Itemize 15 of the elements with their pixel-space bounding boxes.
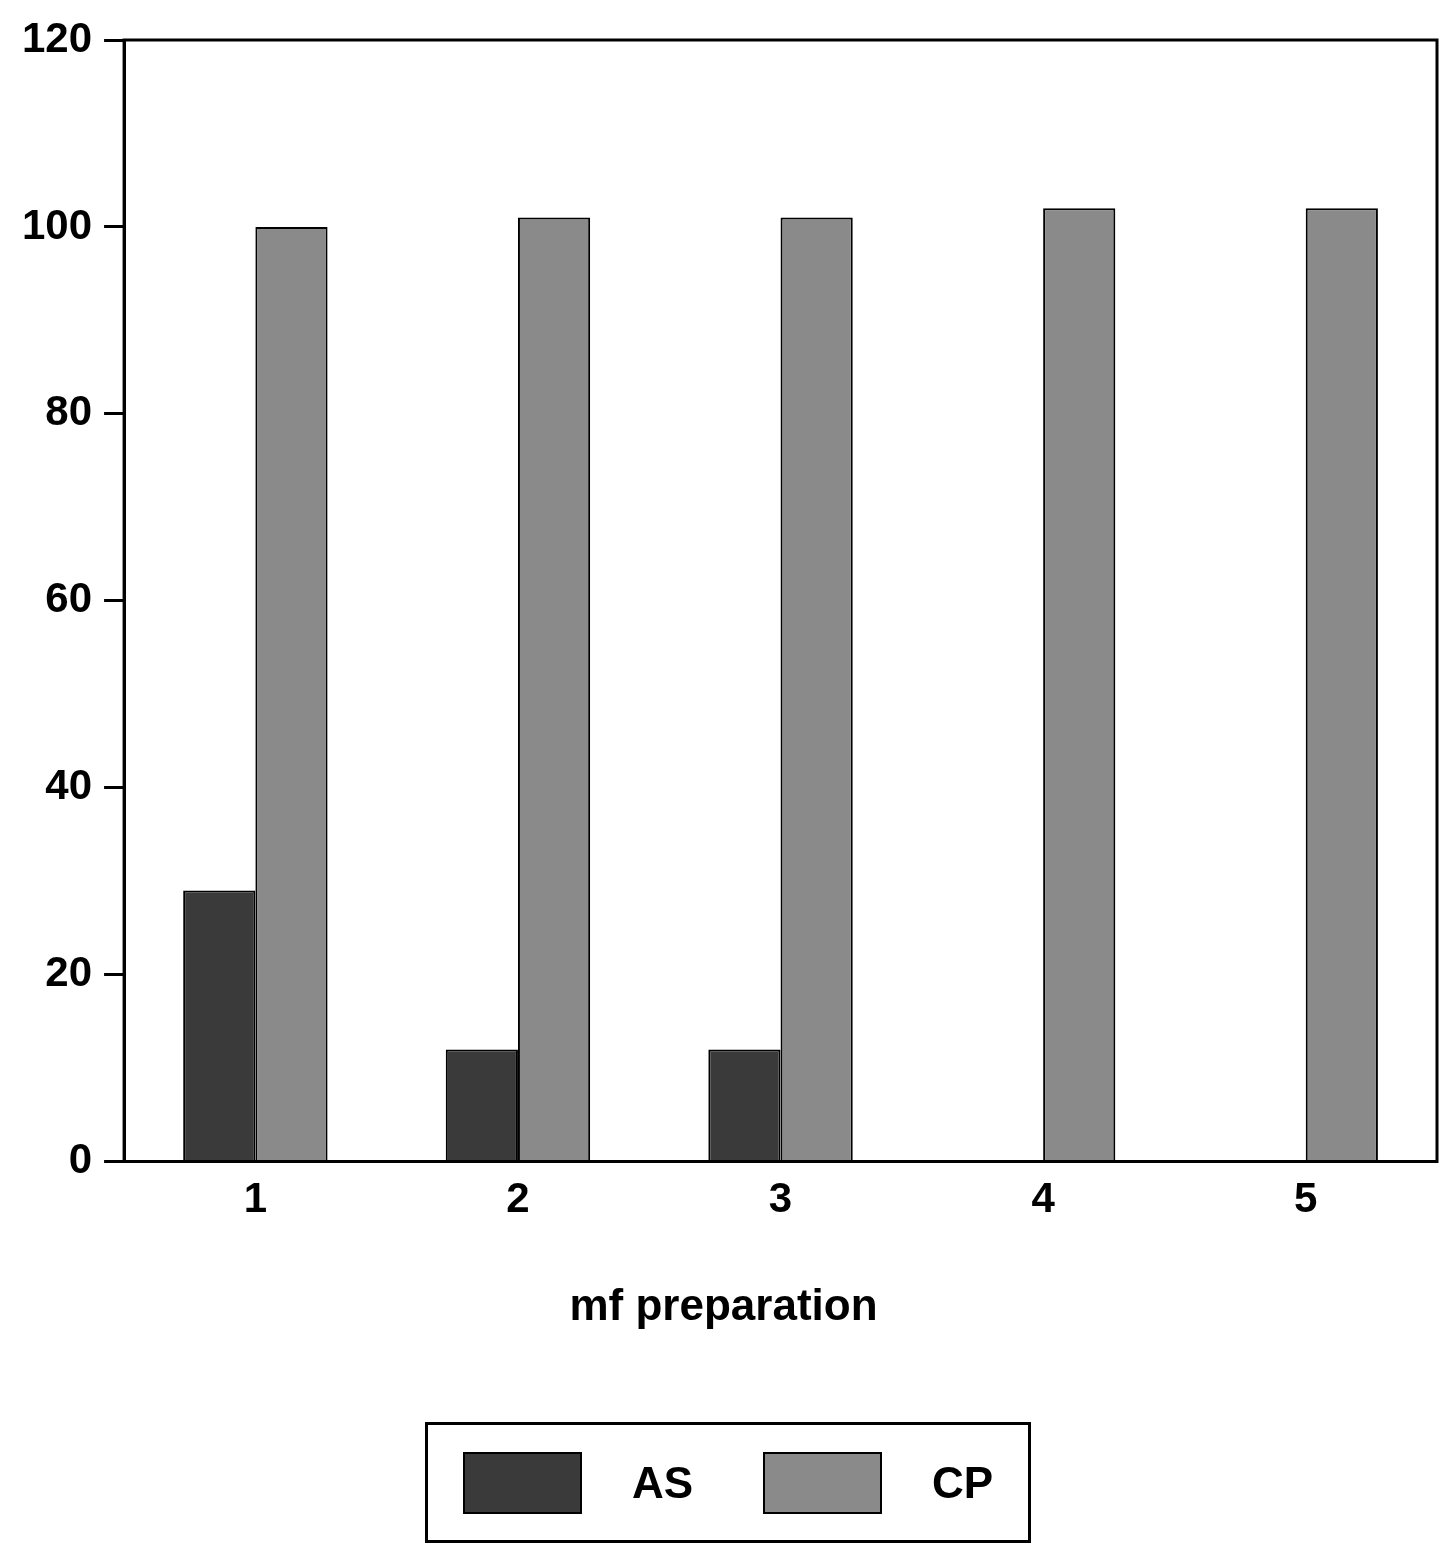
y-tick-label: 40 [45,761,93,809]
y-tick-label: 0 [68,1135,93,1183]
x-tick-label: 3 [768,1174,793,1222]
y-tick-label: 80 [45,387,93,435]
x-tick-label: 2 [506,1174,530,1222]
y-tick-label: 60 [45,574,93,622]
y-tick-label: 20 [45,948,93,996]
x-tick-label: 5 [1294,1174,1318,1222]
y-tick-label: 100 [22,200,93,248]
x-axis-title: mf preparation [568,1280,879,1330]
x-tick-label: 1 [243,1174,268,1222]
legend-label: AS [631,1457,694,1508]
y-tick-label: 120 [22,13,93,61]
legend-label: CP [931,1457,994,1508]
x-tick-label: 4 [1031,1174,1056,1222]
